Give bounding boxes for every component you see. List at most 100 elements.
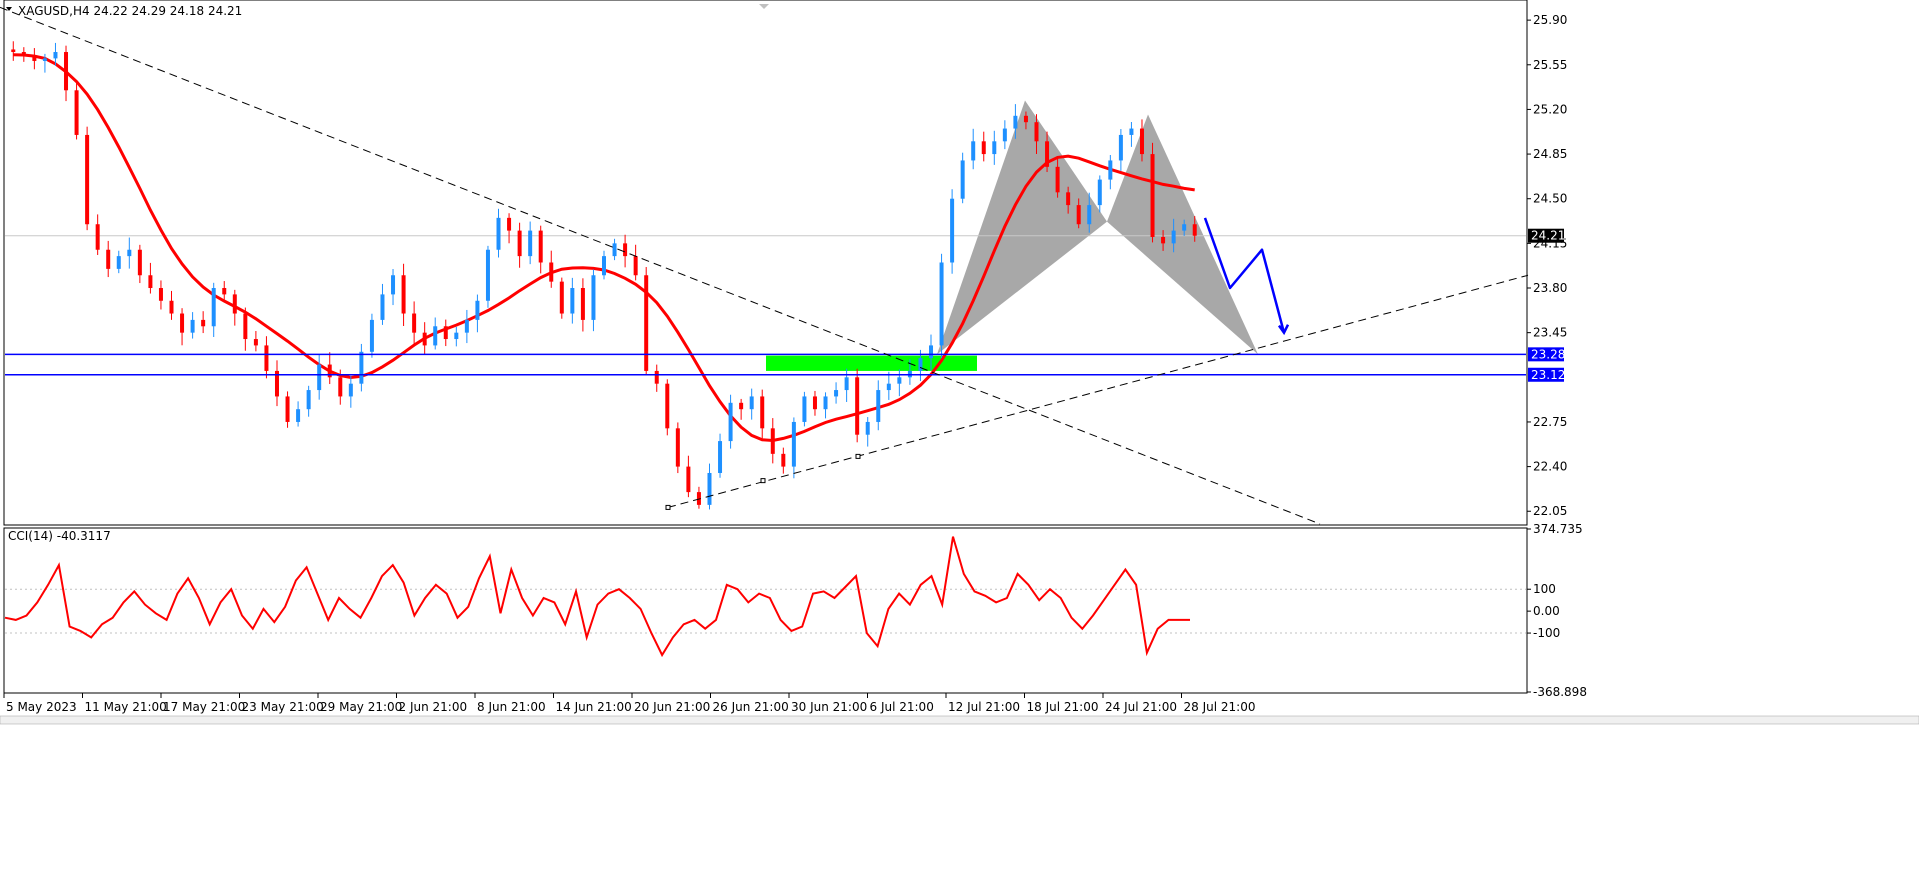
candle-body — [74, 90, 79, 135]
candle-body — [559, 281, 564, 314]
candle-body — [1034, 122, 1039, 142]
candle-body — [612, 243, 617, 257]
time-tick-label: 14 Jun 21:00 — [556, 700, 632, 714]
time-tick-label: 5 May 2023 — [6, 700, 77, 714]
cci-line — [4, 536, 1190, 658]
candle-body — [285, 396, 290, 422]
price-level-tag: 23.28 — [1528, 347, 1565, 362]
trendline-anchor — [665, 504, 671, 510]
candle-body — [21, 52, 26, 56]
candle-body — [823, 396, 828, 410]
time-tick-label: 6 Jul 21:00 — [870, 700, 934, 714]
time-tick-label: 8 Jun 21:00 — [477, 700, 546, 714]
symbol-header: XAGUSD,H4 24.22 24.29 24.18 24.21 — [18, 4, 242, 18]
projection-arrow-icon — [1277, 324, 1290, 336]
price-panel-frame — [3, 0, 1528, 526]
candle-body — [1161, 236, 1166, 244]
price-tick-label: 22.75 — [1533, 415, 1567, 429]
candle-body — [507, 217, 512, 231]
price-level-tag-bg — [1528, 367, 1564, 382]
candle-body — [1023, 115, 1028, 123]
cci-panel[interactable]: 374.735 100 0.00 -100 -368.898 CCI(14) -40.3… — [3, 522, 1587, 699]
candle-body — [760, 396, 765, 429]
candle-body — [538, 230, 543, 263]
candle-body — [412, 313, 417, 333]
time-tick-label: 2 Jun 21:00 — [399, 700, 468, 714]
candle-body — [707, 472, 712, 505]
price-tick-label: 22.40 — [1533, 460, 1567, 474]
candle-body — [158, 288, 163, 301]
candle-body — [918, 358, 923, 371]
descending-trendline — [0, 6, 1321, 525]
candle-body — [264, 345, 269, 371]
cci-tick-label: -100 — [1533, 626, 1560, 640]
candle-body — [1129, 128, 1134, 135]
ascending-trendline — [667, 274, 1529, 508]
candle-body — [1192, 224, 1197, 236]
candle-body — [981, 141, 986, 155]
candle-body — [422, 332, 427, 346]
price-level-tag: 23.12 — [1528, 367, 1565, 382]
projection-path — [1203, 217, 1286, 334]
candle-body — [496, 217, 501, 250]
pattern-triangle-xab — [937, 100, 1107, 355]
candle-body — [53, 52, 58, 59]
candle-body — [296, 409, 301, 422]
candle-body — [169, 300, 174, 314]
price-tick-label: 25.90 — [1533, 13, 1567, 27]
candle-body — [1150, 154, 1155, 237]
candle-body — [960, 160, 965, 199]
price-tags: 23.28 23.12 24.21 — [1528, 228, 1565, 382]
candle-body — [812, 396, 817, 410]
candle-body — [369, 319, 374, 352]
candle-body — [686, 466, 691, 493]
price-level-tag-label: 23.12 — [1531, 368, 1565, 382]
candle-body — [1013, 115, 1018, 129]
candle-body — [201, 319, 206, 327]
time-tick-label: 20 Jun 21:00 — [634, 700, 710, 714]
price-tick-label: 25.20 — [1533, 102, 1567, 116]
cci-tick-label: 100 — [1533, 582, 1556, 596]
current-price-tag: 24.21 — [1528, 228, 1565, 243]
candle-body — [844, 377, 849, 391]
time-tick-label: 23 May 21:00 — [242, 700, 324, 714]
candle-body — [95, 224, 100, 250]
candle-body — [802, 396, 807, 422]
candle-body — [317, 364, 322, 391]
candle-body — [992, 141, 997, 155]
candle-body — [654, 370, 659, 384]
price-tick-label: 25.55 — [1533, 58, 1567, 72]
price-panel[interactable]: 25.9025.5525.2024.8524.5024.1523.8023.45… — [0, 0, 1567, 526]
time-tick-label: 12 Jul 21:00 — [948, 700, 1020, 714]
candle-body — [232, 294, 237, 314]
candle-body — [190, 319, 195, 333]
current-price-tag-label: 24.21 — [1531, 229, 1565, 243]
trendline-anchor — [855, 453, 861, 459]
candle-body — [834, 390, 839, 397]
scrollbar-track[interactable] — [0, 715, 1919, 725]
cci-series-line — [4, 536, 1190, 658]
current-price-tag-bg — [1528, 228, 1564, 243]
candle-body — [602, 256, 606, 276]
time-tick-label: 18 Jul 21:00 — [1027, 700, 1099, 714]
price-tick-label: 24.50 — [1533, 192, 1567, 206]
candle-body — [359, 351, 364, 384]
candle-body — [580, 288, 585, 320]
candle-body — [718, 441, 723, 473]
cci-tick-label: 0.00 — [1533, 604, 1560, 618]
shift-marker-icon — [759, 4, 769, 9]
candle-body — [644, 275, 649, 371]
candle-body — [1108, 160, 1113, 180]
candle-body — [770, 428, 775, 454]
candle-body — [443, 326, 448, 340]
candle-body — [876, 390, 881, 422]
time-tick-label: 24 Jul 21:00 — [1105, 700, 1177, 714]
candle-body — [348, 383, 353, 397]
cci-tick-label: 374.735 — [1533, 522, 1583, 536]
candle-body — [464, 319, 469, 333]
candle-body — [897, 377, 902, 384]
price-level-tag-bg — [1528, 347, 1564, 362]
